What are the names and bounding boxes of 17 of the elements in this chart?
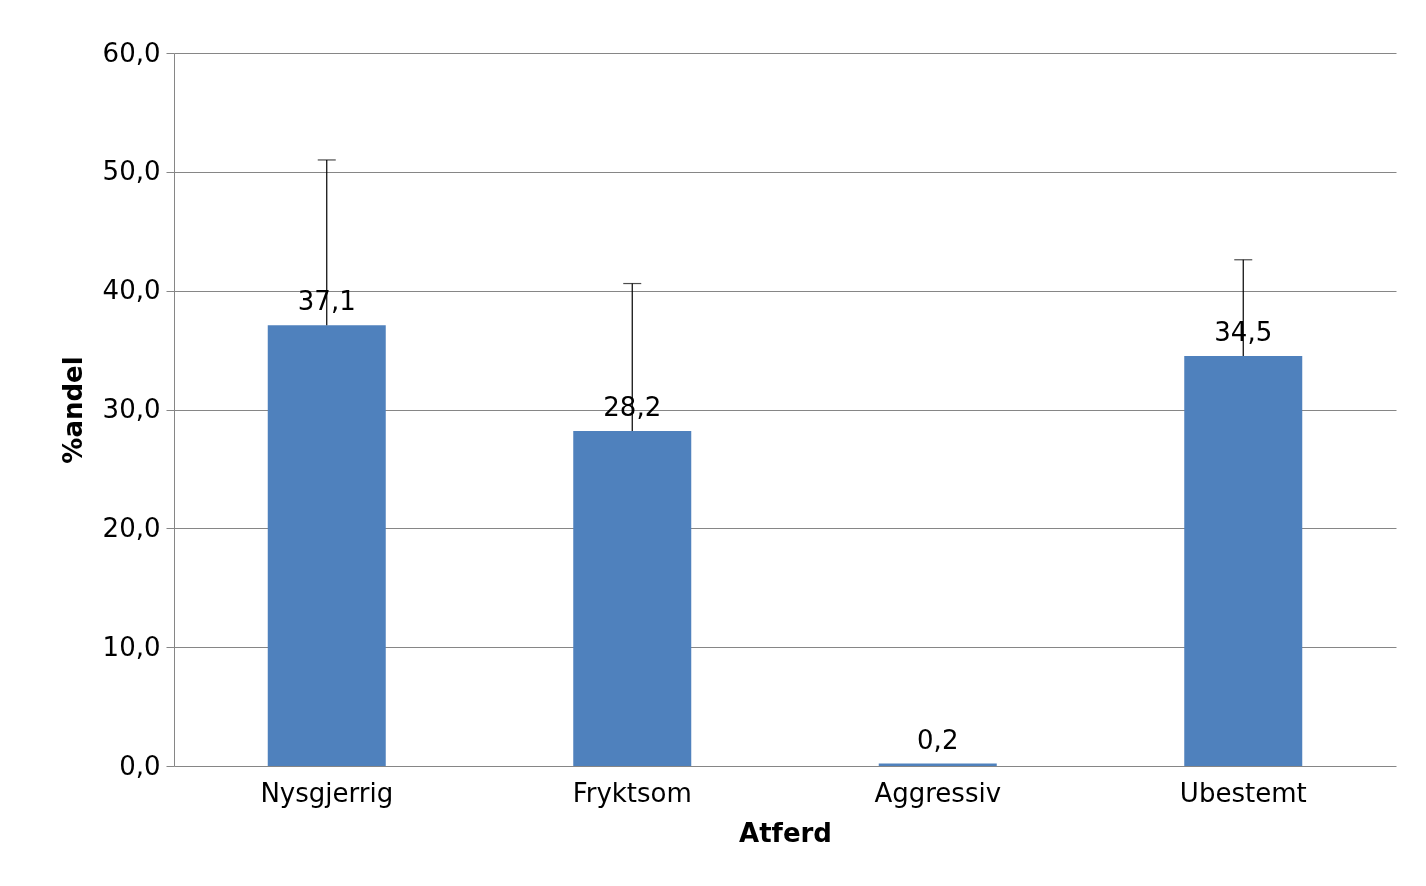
y-tick-label: 60,0 <box>102 37 161 68</box>
bar <box>1184 356 1303 766</box>
bar <box>267 325 386 766</box>
y-tick-label: 10,0 <box>102 631 161 662</box>
x-tick-label: Fryktsom <box>572 777 692 808</box>
x-tick-label: Nysgjerrig <box>260 777 394 808</box>
x-tick-label: Aggressiv <box>874 777 1002 808</box>
y-axis-title: %andel <box>57 356 88 464</box>
y-tick-label: 40,0 <box>102 275 161 306</box>
y-tick-label: 0,0 <box>119 750 161 781</box>
x-tick-label: Ubestemt <box>1179 777 1307 808</box>
y-tick-label: 50,0 <box>102 156 161 187</box>
bar <box>573 430 692 766</box>
data-label: 0,2 <box>917 724 959 755</box>
y-tick-label: 30,0 <box>102 394 161 424</box>
x-axis-title: Atferd <box>739 817 832 848</box>
y-tick-label: 20,0 <box>102 512 161 543</box>
